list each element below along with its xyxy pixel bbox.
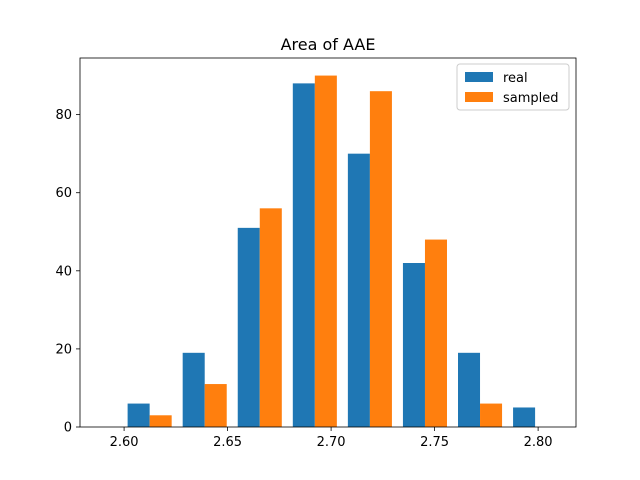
y-tick-label: 20 bbox=[55, 342, 72, 357]
bar-real-1 bbox=[182, 352, 205, 427]
bar-sampled-1 bbox=[204, 384, 227, 427]
x-tick-label: 2.80 bbox=[524, 435, 553, 450]
x-tick-label: 2.65 bbox=[213, 435, 242, 450]
bar-real-4 bbox=[347, 153, 370, 428]
y-tick-label: 40 bbox=[55, 264, 72, 279]
bars-group bbox=[127, 75, 536, 428]
axes-group: 2.60 2.65 2.70 2.75 2.80 0 20 40 60 80 bbox=[55, 57, 577, 450]
plot-frame bbox=[79, 57, 577, 428]
bar-real-0 bbox=[127, 403, 150, 427]
bar-sampled-6 bbox=[480, 403, 503, 427]
bar-real-5 bbox=[402, 263, 425, 427]
bar-real-7 bbox=[513, 407, 536, 427]
bar-real-2 bbox=[237, 227, 260, 427]
legend-label-sampled: sampled bbox=[503, 91, 559, 106]
bar-real-3 bbox=[292, 83, 315, 427]
legend-swatch-real bbox=[465, 72, 493, 82]
bar-sampled-5 bbox=[424, 239, 447, 427]
y-tick-label: 0 bbox=[64, 421, 72, 436]
bar-sampled-4 bbox=[369, 91, 392, 427]
legend-swatch-sampled bbox=[465, 92, 493, 102]
bar-sampled-3 bbox=[314, 75, 337, 427]
x-tick-label: 2.75 bbox=[420, 435, 449, 450]
x-tick-label: 2.70 bbox=[317, 435, 346, 450]
y-tick-label: 60 bbox=[55, 186, 72, 201]
legend-label-real: real bbox=[503, 71, 528, 86]
y-tick-label: 80 bbox=[55, 108, 72, 123]
bar-sampled-2 bbox=[259, 208, 282, 427]
x-tick-label: 2.60 bbox=[110, 435, 139, 450]
chart-title: Area of AAE bbox=[281, 35, 376, 54]
legend: real sampled bbox=[456, 63, 570, 111]
bar-sampled-0 bbox=[149, 415, 172, 427]
bar-real-6 bbox=[458, 352, 481, 427]
